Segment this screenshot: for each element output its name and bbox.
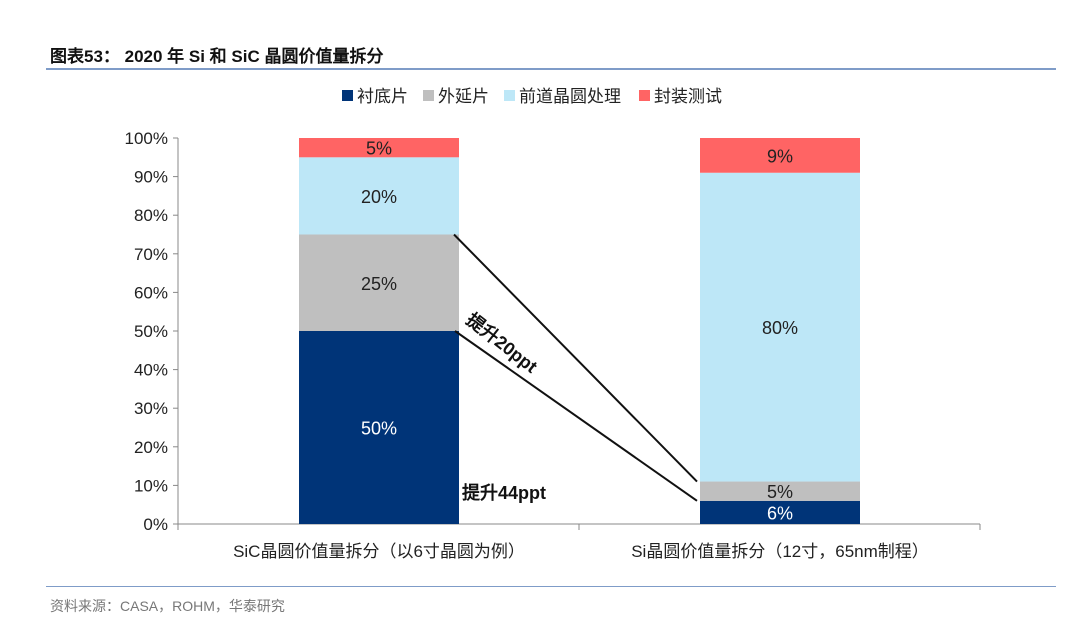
legend-label: 封装测试 (654, 87, 722, 106)
y-tick-label: 40% (134, 361, 168, 380)
y-tick-label: 80% (134, 206, 168, 225)
bar-segment (700, 500, 860, 524)
data-label: 20% (361, 187, 397, 207)
legend-swatch (423, 90, 434, 101)
bar-segment (299, 331, 459, 524)
title-divider (46, 68, 1056, 70)
y-tick-label: 20% (134, 438, 168, 457)
bar-segment (700, 138, 860, 173)
legend-label: 外延片 (438, 87, 489, 106)
legend-label: 前道晶圆处理 (519, 87, 621, 106)
source-note: 资料来源：CASA，ROHM，华泰研究 (50, 598, 285, 614)
bar-segment (700, 172, 860, 482)
data-label: 50% (361, 419, 397, 439)
data-label: 9% (767, 146, 793, 166)
y-tick-label: 70% (134, 245, 168, 264)
figure-title: 图表53： 2020 年 Si 和 SiC 晶圆价值量拆分 (50, 47, 384, 66)
legend-label: 衬底片 (357, 87, 408, 106)
bar-segment (299, 234, 459, 331)
data-label: 6% (767, 503, 793, 523)
data-label: 5% (767, 482, 793, 502)
y-tick-label: 0% (143, 515, 168, 534)
y-tick-label: 100% (125, 129, 168, 148)
legend-swatch (504, 90, 515, 101)
bar-segment (299, 157, 459, 235)
data-label: 5% (366, 139, 392, 159)
footer-divider (46, 586, 1056, 587)
bar-segment (700, 481, 860, 501)
y-tick-label: 50% (134, 322, 168, 341)
y-tick-label: 10% (134, 476, 168, 495)
legend-swatch (342, 90, 353, 101)
connector-line (454, 330, 698, 502)
y-tick-label: 60% (134, 283, 168, 302)
y-tick-label: 90% (134, 168, 168, 187)
y-tick-label: 30% (134, 399, 168, 418)
x-tick-label: SiC晶圆价值量拆分（以6寸晶圆为例） (233, 542, 525, 561)
annotation-20ppt: 提升20ppt (463, 309, 542, 377)
data-label: 80% (762, 318, 798, 338)
x-tick-label: Si晶圆价值量拆分（12寸，65nm制程） (631, 542, 929, 561)
data-label: 25% (361, 274, 397, 294)
bar-segment (299, 138, 459, 158)
connector-line (453, 233, 698, 483)
legend-swatch (639, 90, 650, 101)
annotation-44ppt: 提升44ppt (462, 482, 546, 503)
